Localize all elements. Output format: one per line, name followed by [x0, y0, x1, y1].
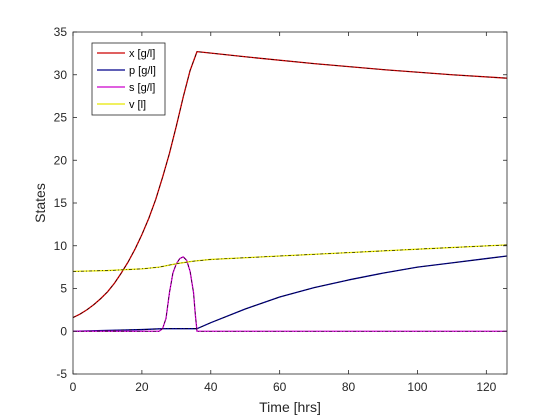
x-tick-label-4: 80	[342, 380, 356, 394]
y-axis-label: States	[32, 183, 48, 223]
legend-entry-2: s [g/l]	[129, 82, 155, 94]
x-tick-label-2: 40	[204, 380, 218, 394]
legend-box	[91, 42, 166, 116]
x-tick-label-1: 20	[135, 380, 149, 394]
x-axis-label: Time [hrs]	[259, 399, 321, 415]
y-tick-label-1: 0	[60, 324, 67, 338]
x-tick-label-3: 60	[273, 380, 287, 394]
series-fit-line-1	[72, 255, 508, 332]
y-tick-label-3: 10	[54, 239, 68, 253]
x-tick-label-5: 100	[407, 380, 427, 394]
x-tick-label-0: 0	[70, 380, 77, 394]
series-line-2	[73, 256, 507, 332]
legend-entry-0: x [g/l]	[129, 48, 155, 60]
y-tick-label-7: 30	[54, 68, 68, 82]
y-tick-label-0: -5	[56, 367, 67, 381]
legend-entry-1: p [g/l]	[129, 65, 156, 77]
y-tick-label-4: 15	[54, 196, 68, 210]
x-tick-label-6: 120	[476, 380, 496, 394]
y-tick-label-2: 5	[60, 282, 67, 296]
series-fit-line-3	[72, 244, 508, 272]
y-tick-label-5: 20	[54, 153, 68, 167]
legend-entry-3: v [l]	[129, 99, 146, 111]
y-tick-label-6: 25	[54, 111, 68, 125]
y-tick-label-8: 35	[54, 25, 68, 39]
series-fit-line-0	[72, 51, 508, 318]
series-layer	[72, 51, 508, 332]
legend: x [g/l] p [g/l] s [g/l] v [l]	[91, 42, 166, 116]
